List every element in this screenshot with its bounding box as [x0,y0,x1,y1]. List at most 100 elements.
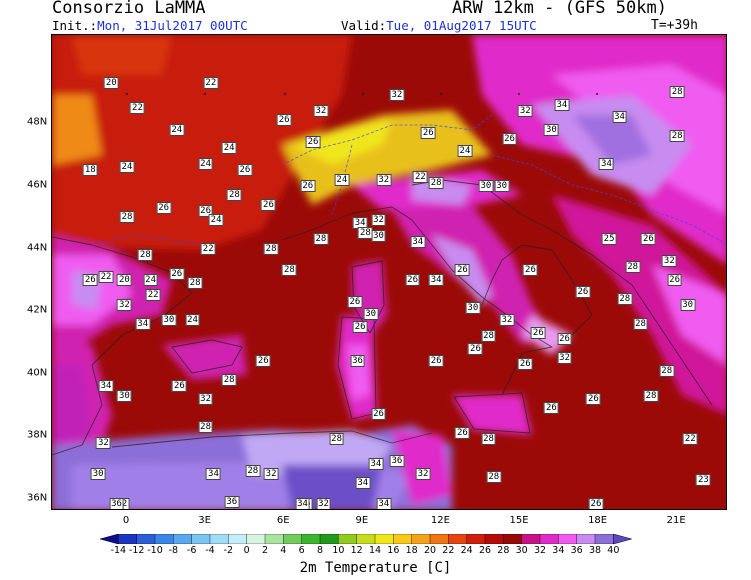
temperature-label: 32 [661,255,677,268]
temperature-label: 32 [371,214,386,227]
temperature-label: 22 [200,242,216,255]
temperature-label: 26 [575,286,591,299]
temperature-label: 36 [109,498,124,509]
colorbar-title: 2m Temperature [C] [299,560,452,576]
temperature-label: 28 [617,292,633,305]
temperature-map: 20 22 22 24 24 24 18 24 26 32 32 26 26 24 26 30 32 34 34 28… [51,34,727,510]
temperature-label: 26 [530,327,546,339]
colorbar-swatch [228,534,248,544]
latitude-label: 42N [27,304,48,316]
temperature-label: 30 [116,389,132,402]
temperature-label: 34 [355,477,371,490]
colorbar-swatch [191,534,211,544]
colorbar-tick-label: 40 [607,545,620,556]
colorbar-tick-label: 30 [515,545,528,556]
colorbar-tick-label: 10 [332,545,345,556]
temperature-label: 26 [82,273,98,286]
temperature-label: 34 [376,498,392,509]
temperature-label: 28 [329,433,345,446]
temperature-label: 22 [682,433,698,446]
valid-value: Tue, 01Aug2017 15UTC [386,18,537,33]
temperature-label: 28 [119,211,135,224]
temperature-label: 28 [263,242,279,255]
colorbar-tick-label: -8 [168,545,179,556]
colorbar-swatch [429,534,450,544]
temperature-label: 26 [640,233,656,246]
latitude-label: 48N [27,116,48,128]
temperature-label: 26 [261,198,276,211]
colorbar-tick-label: 26 [478,545,492,556]
temperature-label: 24 [169,123,185,136]
valid-line: Valid:Tue, 01Aug2017 15UTC [341,18,537,33]
temperature-label: 24 [185,314,200,327]
latitude-label: 40N [27,367,48,379]
colorbar-tick-label: -4 [205,545,215,556]
colorbar [100,534,633,544]
colorbar-swatch [319,534,340,544]
temperature-label: 24 [457,145,473,158]
temperature-label: 34 [368,458,384,471]
temperature-label: 28 [481,433,496,446]
temperature-label: 26 [588,498,604,509]
colorbar-swatch [393,534,413,544]
temperature-label: 25 [601,233,617,246]
colorbar-tick-label: 20 [423,545,437,556]
temperature-label: 30 [90,467,106,480]
init-value: Mon, 31Jul2017 00UTC [97,18,248,33]
valid-label: Valid: [341,18,387,33]
temperature-label: 28 [313,233,329,246]
temperature-label: 32 [389,89,405,102]
temperature-label: 30 [544,123,559,136]
temperature-label: 28 [625,261,641,274]
temperature-label: 20 [103,76,119,89]
temperature-label: 28 [486,470,502,483]
colorbar-swatch [154,534,175,544]
colorbar-tick-label: 2 [261,545,269,556]
colorbar-swatch [301,534,321,544]
colorbar-swatch [521,534,541,544]
longitude-label: 6E [276,515,290,526]
colorbar-swatch [136,534,156,544]
colorbar-tick-label: 22 [442,545,455,556]
temperature-label: 30 [478,179,494,192]
temperature-label: 26 [428,355,444,368]
colorbar-swatch [173,534,193,544]
temperature-label: 32 [415,467,431,480]
temperature-label: 26 [523,264,538,277]
temperature-label: 26 [255,355,271,368]
colorbar-tick-label: 14 [368,545,382,556]
colorbar-tick-label: 16 [387,545,400,556]
temperature-label: 28 [428,176,444,189]
longitude-label: 18E [588,515,608,526]
temperature-label: 30 [494,179,510,192]
longitude-label: 3E [198,515,211,526]
colorbar-swatch [594,534,615,544]
temperature-label: 30 [161,314,177,327]
temperature-label: 26 [585,392,601,405]
temperature-label: 30 [465,301,481,314]
colorbar-tick-label: 24 [460,545,473,556]
forecast-step: T=+39h [651,18,698,33]
temperature-label: 26 [420,126,436,139]
temperature-label: 26 [198,204,214,217]
colorbar-tick-label: -12 [128,545,145,556]
temperature-label: 18 [82,164,98,177]
colorbar-swatch [264,534,285,544]
temperature-label: 26 [276,114,292,127]
temperature-label: 24 [221,142,237,155]
colorbar-swatch [283,534,303,544]
colorbar-tick-label: -10 [147,545,163,556]
temperature-label: 26 [371,408,386,421]
longitude-label: 21E [666,515,686,526]
temperature-label: 20 [116,273,132,286]
temperature-label: 36 [350,355,365,368]
longitude-label: 9E [355,515,369,526]
temperature-label: 26 [557,333,572,346]
latitude-label: 46N [27,179,48,191]
longitude-label: 12E [430,515,450,526]
colorbar-tick-label: 4 [280,545,287,556]
temperature-label: 32 [313,104,329,117]
temperature-label: 30 [680,298,696,311]
colorbar-swatch [466,534,486,544]
colorbar-tick-label: 28 [497,545,510,556]
